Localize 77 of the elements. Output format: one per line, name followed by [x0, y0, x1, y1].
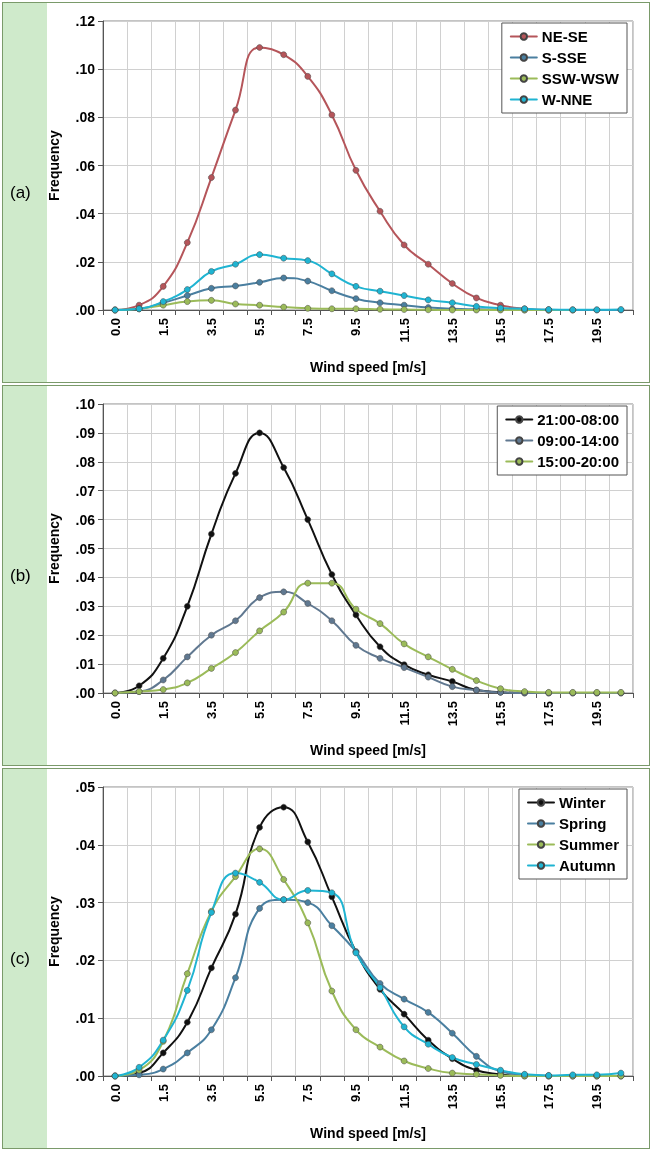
y-tick-label: .08 [75, 109, 96, 126]
y-tick-label: .03 [75, 598, 96, 615]
x-tick-label: 15.5 [493, 318, 508, 344]
x-tick-label: 9.5 [348, 1084, 364, 1103]
x-tick-label: 5.5 [252, 1084, 268, 1103]
y-tick-label: .02 [75, 952, 96, 969]
y-tick-label: .00 [75, 1068, 96, 1084]
x-tick-label: 0.0 [107, 1084, 123, 1103]
y-tick-label: .02 [75, 253, 96, 270]
x-tick-label: 1.5 [155, 701, 171, 720]
y-tick-label: .06 [75, 511, 96, 528]
legend-label: 21:00-08:00 [537, 411, 620, 428]
x-tick-label: 1.5 [155, 1084, 171, 1103]
y-tick-label: .10 [75, 61, 96, 78]
y-tick-label: .01 [75, 1010, 96, 1027]
x-axis-title: Wind speed [m/s] [310, 1125, 426, 1141]
x-tick-label: 15.5 [493, 1084, 508, 1110]
x-tick-label: 11.5 [396, 701, 412, 726]
x-tick-label: 1.5 [155, 318, 171, 337]
y-tick-label: .04 [75, 205, 96, 222]
x-tick-label: 13.5 [444, 701, 460, 727]
y-axis-title: Frequency [46, 129, 62, 201]
x-axis-title: Wind speed [m/s] [310, 359, 426, 375]
y-tick-label: .07 [75, 482, 96, 499]
y-axis-title: Frequency [46, 512, 62, 584]
text: (c) [10, 949, 30, 968]
y-tick-label: .06 [75, 157, 96, 174]
y-tick-label: .02 [75, 627, 96, 644]
y-tick-label: .00 [75, 685, 96, 701]
x-tick-label: 0.0 [107, 701, 123, 720]
x-tick-label: 17.5 [541, 318, 557, 344]
legend-label: Winter [558, 794, 606, 811]
y-tick-label: .09 [75, 424, 96, 441]
x-tick-label: 11.5 [396, 1084, 412, 1109]
x-tick-label: 19.5 [589, 318, 605, 344]
y-tick-label: .04 [75, 836, 96, 853]
text: (a) [10, 183, 31, 202]
x-tick-label: 3.5 [203, 701, 219, 720]
y-tick-label: .03 [75, 894, 96, 911]
y-axis-title: Frequency [46, 895, 62, 967]
y-tick-label: .12 [75, 13, 96, 29]
legend-label: Summer [558, 836, 620, 853]
x-tick-label: 3.5 [203, 1084, 219, 1103]
x-tick-label: 19.5 [589, 701, 605, 727]
y-tick-label: .04 [75, 569, 96, 586]
x-tick-label: 7.5 [300, 701, 316, 720]
x-tick-label: 3.5 [203, 318, 219, 337]
x-tick-label: 5.5 [252, 318, 268, 337]
legend-label: Spring [558, 815, 607, 832]
legend-label: NE-SE [541, 28, 588, 45]
legend-label: W-NNE [541, 91, 593, 108]
text: (b) [10, 566, 31, 585]
legend-label: Autumn [558, 857, 616, 874]
legend-label: 09:00-14:00 [537, 432, 620, 449]
legend-label: SSW-WSW [541, 70, 620, 87]
x-tick-label: 13.5 [444, 318, 460, 344]
x-tick-label: 13.5 [444, 1084, 460, 1110]
x-tick-label: 7.5 [300, 1084, 316, 1103]
y-tick-label: .08 [75, 453, 96, 470]
x-tick-label: 11.5 [396, 318, 412, 343]
x-tick-label: 17.5 [541, 1084, 557, 1110]
x-tick-label: 19.5 [589, 1084, 605, 1110]
x-tick-label: 0.0 [107, 318, 123, 337]
y-tick-label: .05 [75, 779, 96, 795]
x-axis-title: Wind speed [m/s] [310, 742, 426, 758]
legend-label: 15:00-20:00 [537, 453, 620, 470]
x-tick-label: 9.5 [348, 701, 364, 720]
y-tick-label: .00 [75, 302, 96, 318]
x-tick-label: 17.5 [541, 701, 557, 727]
y-tick-label: .10 [75, 396, 96, 412]
x-tick-label: 7.5 [300, 318, 316, 337]
x-tick-label: 5.5 [252, 701, 268, 720]
x-tick-label: 15.5 [493, 701, 508, 727]
x-tick-label: 9.5 [348, 318, 364, 337]
y-tick-label: .05 [75, 540, 96, 557]
legend-label: S-SSE [541, 49, 587, 66]
y-tick-label: .01 [75, 656, 96, 673]
